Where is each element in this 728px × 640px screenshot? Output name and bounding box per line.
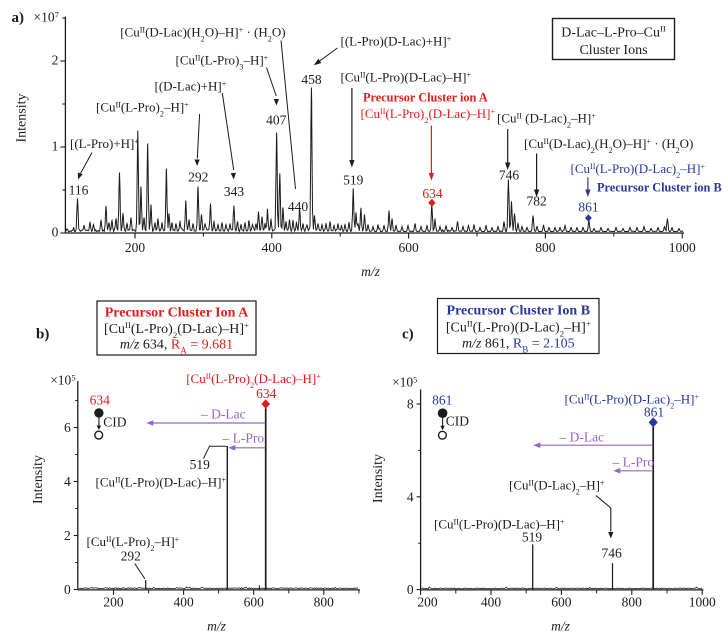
svg-text:400: 400 [262, 240, 283, 255]
svg-text:m/z: m/z [361, 264, 381, 279]
svg-text:[CuII(D-Lac)(H2O)–H]+ · (H2O): [CuII(D-Lac)(H2O)–H]+ · (H2O) [120, 25, 285, 44]
svg-text:[CuII(L-Pro)2(D-Lac)–H]+: [CuII(L-Pro)2(D-Lac)–H]+ [361, 106, 496, 125]
svg-text:200: 200 [125, 240, 146, 255]
svg-text:– L-Pro: – L-Pro [222, 431, 265, 446]
svg-text:[(D-Lac)+H]+: [(D-Lac)+H]+ [155, 79, 227, 94]
svg-text:[CuII(L-Pro)2(D-Lac)–H]+: [CuII(L-Pro)2(D-Lac)–H]+ [104, 320, 249, 340]
svg-text:800: 800 [622, 595, 643, 610]
svg-text:b): b) [36, 327, 49, 343]
svg-text:×105: ×105 [50, 373, 75, 388]
svg-text:0: 0 [407, 582, 414, 597]
svg-text:[CuII(D-Lac)2–H]+: [CuII(D-Lac)2–H]+ [509, 478, 605, 497]
svg-text:[CuII(L-Pro)2–H]+: [CuII(L-Pro)2–H]+ [96, 100, 189, 119]
svg-text:[(L-Pro)+H]+: [(L-Pro)+H]+ [70, 136, 139, 151]
svg-text:Intensity: Intensity [31, 455, 46, 504]
svg-text:1000: 1000 [689, 595, 716, 610]
svg-text:1: 1 [52, 139, 59, 154]
svg-text:1000: 1000 [669, 240, 696, 255]
svg-text:– D-Lac: – D-Lac [200, 407, 246, 422]
svg-text:600: 600 [398, 240, 419, 255]
svg-text:m/z: m/z [551, 619, 571, 634]
svg-text:4: 4 [64, 474, 71, 489]
svg-text:[CuII(L-Pro)(D-Lac)–H]+: [CuII(L-Pro)(D-Lac)–H]+ [434, 517, 565, 532]
svg-text:634: 634 [422, 186, 443, 201]
svg-text:×107: ×107 [34, 10, 59, 25]
svg-text:519: 519 [522, 530, 543, 545]
svg-text:[CuII(L-Pro)(D-Lac)2–H]+: [CuII(L-Pro)(D-Lac)2–H]+ [446, 319, 591, 339]
svg-text:2: 2 [64, 528, 71, 543]
svg-text:200: 200 [103, 595, 124, 610]
svg-text:861: 861 [644, 405, 664, 420]
svg-text:343: 343 [224, 184, 245, 199]
svg-text:m/z 861, RB = 2.105: m/z 861, RB = 2.105 [462, 337, 575, 355]
svg-text:746: 746 [499, 168, 520, 183]
svg-text:a): a) [12, 10, 25, 26]
svg-text:Precursor Cluster Ion B: Precursor Cluster Ion B [447, 304, 591, 319]
svg-text:[CuII(L-Pro)3–H]+: [CuII(L-Pro)3–H]+ [176, 53, 269, 72]
svg-text:407: 407 [266, 113, 287, 128]
svg-text:D-Lac–L-Pro–CuII: D-Lac–L-Pro–CuII [561, 24, 666, 41]
svg-text:×105: ×105 [392, 375, 417, 390]
svg-text:[CuII(L-Pro)2(D-Lac)–H]+: [CuII(L-Pro)2(D-Lac)–H]+ [186, 371, 321, 390]
svg-text:m/z 634, RA = 9.681: m/z 634, RA = 9.681 [120, 338, 233, 356]
svg-text:Intensity: Intensity [15, 94, 30, 143]
svg-text:292: 292 [188, 170, 208, 185]
svg-text:8: 8 [407, 397, 414, 412]
svg-text:[CuII (D-Lac)2–H]+: [CuII (D-Lac)2–H]+ [497, 111, 596, 130]
svg-text:519: 519 [343, 173, 364, 188]
svg-text:[CuII(L-Pro)(D-Lac)–H]+: [CuII(L-Pro)(D-Lac)–H]+ [341, 70, 472, 85]
svg-text:CID: CID [103, 415, 127, 430]
svg-text:200: 200 [417, 595, 438, 610]
svg-text:400: 400 [173, 595, 194, 610]
svg-text:600: 600 [551, 595, 572, 610]
svg-text:800: 800 [314, 595, 335, 610]
svg-text:746: 746 [601, 546, 622, 561]
svg-text:m/z: m/z [207, 619, 227, 634]
svg-text:CID: CID [446, 414, 470, 429]
svg-text:400: 400 [481, 595, 502, 610]
svg-text:519: 519 [190, 457, 211, 472]
svg-text:c): c) [402, 327, 414, 343]
svg-text:Precursor Cluster ion B: Precursor Cluster ion B [597, 181, 722, 195]
svg-text:634: 634 [90, 393, 111, 408]
svg-text:861: 861 [578, 200, 598, 215]
svg-text:[CuII(L-Pro)(D-Lac)–H]+: [CuII(L-Pro)(D-Lac)–H]+ [96, 475, 227, 490]
svg-text:0: 0 [52, 225, 59, 240]
svg-text:116: 116 [69, 183, 89, 198]
svg-text:292: 292 [121, 549, 141, 564]
svg-text:2: 2 [52, 53, 59, 68]
svg-text:– D-Lac: – D-Lac [559, 430, 605, 445]
svg-text:[CuII(L-Pro)(D-Lac)2–H]+: [CuII(L-Pro)(D-Lac)2–H]+ [571, 161, 706, 180]
svg-text:0: 0 [64, 582, 71, 597]
svg-text:Cluster Ions: Cluster Ions [579, 43, 647, 58]
svg-text:458: 458 [301, 72, 322, 87]
svg-text:Precursor Cluster ion A: Precursor Cluster ion A [363, 91, 488, 105]
svg-text:[(L-Pro)(D-Lac)+H]+: [(L-Pro)(D-Lac)+H]+ [341, 34, 452, 49]
svg-text:782: 782 [526, 194, 546, 209]
svg-text:[CuII(D-Lac)2(H2O)–H]+ · (H2O): [CuII(D-Lac)2(H2O)–H]+ · (H2O) [524, 136, 693, 155]
svg-text:861: 861 [432, 393, 452, 408]
svg-text:– L-Pro: – L-Pro [612, 455, 655, 470]
svg-text:Intensity: Intensity [371, 454, 386, 503]
svg-text:Precursor Cluster Ion A: Precursor Cluster Ion A [105, 306, 249, 321]
svg-text:[CuII(L-Pro)(D-Lac)2–H]+: [CuII(L-Pro)(D-Lac)2–H]+ [565, 392, 700, 411]
svg-text:4: 4 [407, 489, 414, 504]
svg-text:634: 634 [256, 386, 277, 401]
svg-text:600: 600 [244, 595, 265, 610]
svg-text:800: 800 [535, 240, 556, 255]
svg-text:440: 440 [288, 199, 309, 214]
svg-text:6: 6 [64, 420, 71, 435]
